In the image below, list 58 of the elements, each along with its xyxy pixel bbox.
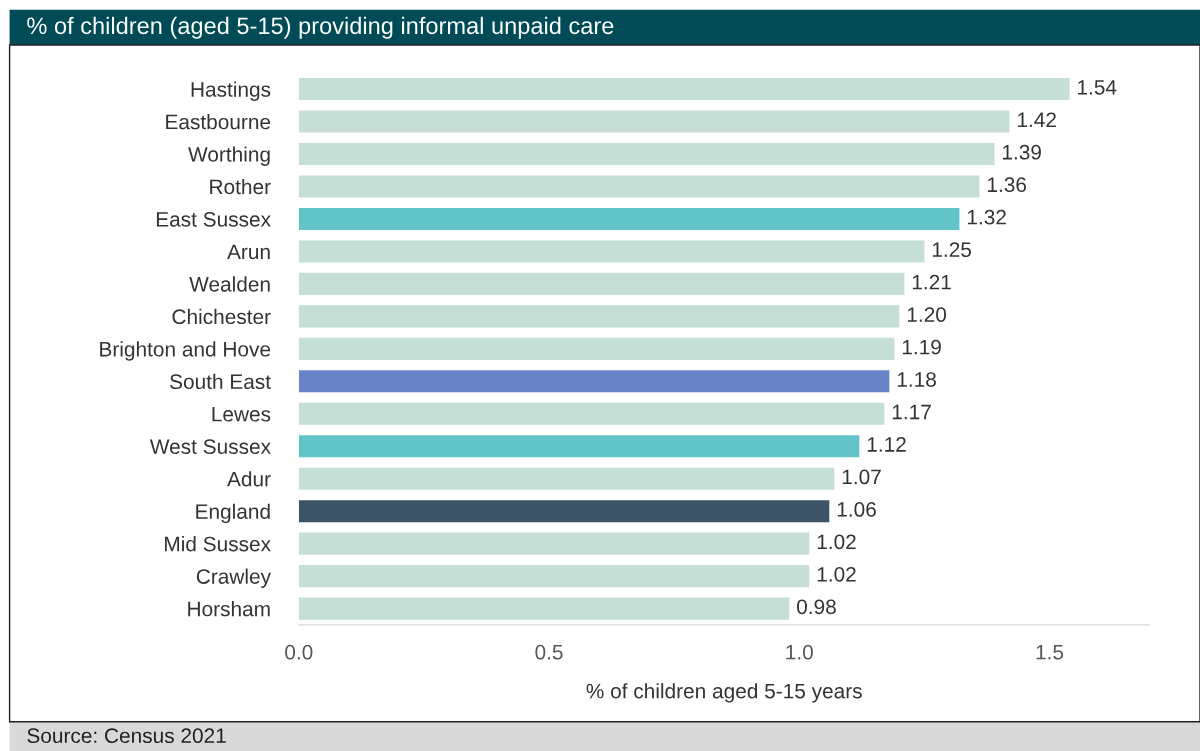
data-label: 1.21	[912, 274, 951, 290]
bar	[298, 337, 895, 360]
x-tick-label: 1.0	[786, 644, 813, 660]
bar	[298, 272, 905, 295]
data-label: 1.06	[837, 502, 876, 517]
data-label: 1.07	[842, 469, 881, 485]
y-tick-label: Arun	[227, 244, 270, 260]
source-note: Source: Census 2021	[27, 728, 226, 744]
bar	[298, 78, 1070, 101]
bar	[298, 597, 790, 620]
data-label: 1.19	[902, 339, 941, 355]
y-tick-label: England	[196, 503, 270, 524]
bar	[298, 142, 995, 166]
y-tick-label: Wealden	[189, 276, 270, 292]
y-tick-label: Lewes	[212, 407, 271, 422]
data-label: 0.98	[797, 599, 836, 615]
bar	[298, 500, 830, 523]
y-tick-label: Eastbourne	[166, 114, 271, 130]
bar	[298, 402, 885, 425]
bar	[298, 532, 810, 555]
x-axis-title: % of children aged 5-15 years	[586, 683, 862, 703]
y-tick-label: Rother	[210, 178, 271, 195]
y-tick-label: Horsham	[188, 601, 270, 617]
y-tick-label: Brighton and Hove	[100, 341, 271, 361]
x-tick-label: 1.5	[1036, 645, 1064, 660]
data-label: 1.25	[932, 242, 972, 258]
data-label: 1.02	[817, 566, 856, 582]
y-tick-label: Worthing	[188, 146, 270, 166]
y-tick-label: Crawley	[196, 568, 271, 588]
x-tick-label: 0.5	[535, 644, 563, 660]
bar	[298, 565, 810, 588]
data-label: 1.42	[1018, 112, 1056, 127]
bar	[298, 435, 860, 458]
y-tick-label: Chichester	[172, 308, 271, 325]
bar	[298, 207, 960, 230]
bar	[298, 175, 980, 198]
data-label: 1.12	[867, 437, 906, 452]
bar	[298, 370, 890, 393]
data-label: 1.02	[817, 534, 856, 550]
y-tick-label: Hastings	[191, 81, 271, 101]
bar	[298, 240, 925, 263]
data-label: 1.36	[987, 177, 1027, 193]
data-label: 1.32	[967, 209, 1006, 225]
bar	[298, 467, 835, 490]
y-tick-label: Adur	[227, 471, 271, 487]
x-tick-label: 0.0	[285, 644, 313, 660]
data-label: 1.39	[1002, 144, 1041, 160]
data-label: 1.17	[892, 404, 931, 420]
y-tick-label: Mid Sussex	[165, 536, 271, 552]
chart-title: % of children (aged 5-15) providing informal unpaid care	[27, 16, 614, 39]
y-tick-label: South East	[170, 373, 271, 390]
bar	[298, 305, 900, 328]
bar	[298, 110, 1010, 133]
data-label: 1.18	[897, 372, 936, 387]
data-label: 1.54	[1078, 80, 1117, 95]
y-tick-label: East Sussex	[156, 211, 271, 227]
y-tick-label: West Sussex	[149, 439, 271, 454]
data-label: 1.20	[907, 307, 947, 322]
